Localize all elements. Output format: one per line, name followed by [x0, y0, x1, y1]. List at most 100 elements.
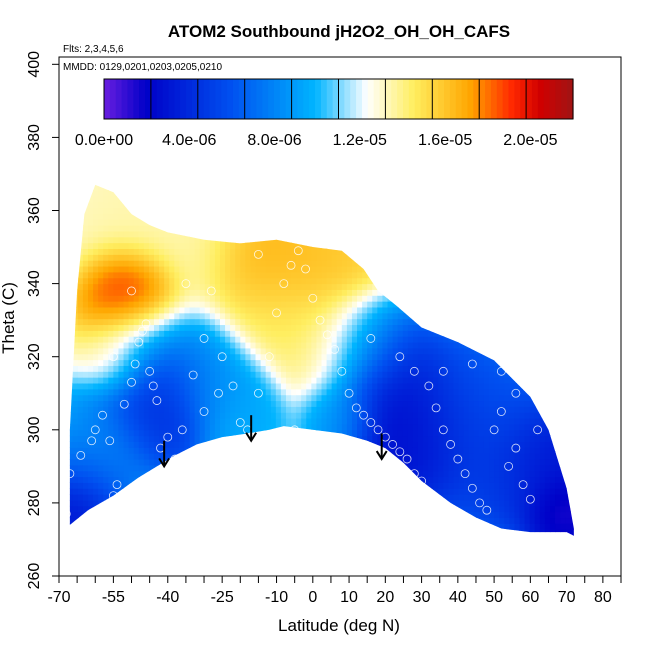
field-cell	[179, 429, 185, 437]
field-cell	[433, 295, 439, 302]
field-cell	[108, 289, 114, 296]
field-cell	[311, 213, 317, 220]
field-cell	[301, 301, 307, 308]
field-cell	[412, 388, 419, 396]
field-cell	[93, 254, 99, 261]
field-cell	[255, 447, 262, 454]
field-cell	[123, 277, 130, 285]
field-cell	[291, 464, 297, 472]
field-cell	[270, 295, 277, 302]
field-cell	[372, 283, 378, 290]
field-cell	[377, 254, 383, 261]
field-cell	[453, 517, 460, 524]
field-cell	[448, 318, 454, 326]
field-cell	[280, 388, 287, 396]
field-cell	[291, 306, 297, 314]
field-cell	[301, 353, 307, 361]
field-cell	[169, 388, 175, 396]
field-cell	[412, 201, 419, 209]
field-cell	[225, 505, 231, 513]
field-cell	[235, 318, 241, 326]
field-cell	[69, 312, 74, 320]
field-cell	[214, 295, 221, 302]
field-cell	[428, 295, 434, 302]
field-cell	[387, 266, 394, 273]
field-cell	[448, 383, 454, 390]
field-cell	[113, 464, 119, 472]
field-cell	[250, 248, 257, 255]
field-cell	[214, 330, 221, 337]
field-cell	[98, 400, 104, 407]
field-cell	[148, 324, 155, 331]
field-cell	[82, 423, 89, 431]
field-cell	[103, 406, 109, 413]
field-cell	[423, 529, 429, 536]
field-cell	[417, 195, 424, 203]
field-cell	[407, 266, 414, 273]
field-cell	[169, 435, 175, 442]
field-cell	[296, 435, 302, 442]
field-cell	[199, 459, 206, 466]
field-cell	[159, 541, 165, 547]
field-cell	[453, 283, 460, 290]
field-cell	[377, 400, 383, 407]
field-cell	[362, 459, 368, 466]
field-cell	[397, 505, 404, 513]
field-cell	[98, 254, 104, 261]
field-cell	[153, 505, 160, 513]
field-cell	[72, 441, 79, 448]
field-cell	[184, 441, 191, 448]
field-cell	[382, 412, 388, 419]
field-cell	[392, 347, 399, 355]
field-cell	[326, 429, 333, 437]
field-cell	[148, 342, 155, 349]
field-cell	[331, 464, 338, 472]
field-cell	[428, 271, 434, 279]
field-cell	[285, 213, 292, 220]
field-cell	[377, 494, 383, 501]
field-cell	[357, 494, 363, 501]
field-cell	[118, 312, 125, 320]
field-cell	[306, 423, 312, 431]
field-cell	[235, 230, 241, 238]
field-cell	[148, 207, 155, 214]
field-cell	[412, 377, 419, 384]
field-cell	[235, 412, 241, 419]
field-cell	[69, 459, 74, 466]
field-cell	[169, 406, 175, 413]
field-cell	[402, 482, 409, 489]
field-cell	[382, 406, 388, 413]
field-cell	[255, 289, 262, 296]
field-cell	[357, 394, 363, 402]
field-cell	[341, 523, 348, 530]
field-cell	[98, 266, 104, 273]
field-cell	[351, 254, 358, 261]
field-cell	[255, 219, 262, 226]
field-cell	[276, 178, 282, 184]
field-cell	[113, 184, 119, 191]
field-cell	[214, 213, 221, 220]
field-cell	[240, 447, 246, 454]
field-cell	[270, 271, 277, 279]
field-cell	[428, 260, 434, 267]
field-cell	[118, 190, 125, 197]
field-cell	[341, 289, 348, 296]
field-cell	[138, 406, 145, 413]
field-cell	[159, 190, 165, 197]
field-cell	[230, 248, 236, 255]
field-cell	[159, 330, 165, 337]
field-cell	[164, 406, 170, 413]
field-cell	[341, 435, 348, 442]
field-cell	[270, 318, 277, 326]
field-cell	[412, 418, 419, 425]
field-cell	[69, 184, 74, 191]
field-cell	[245, 248, 251, 255]
field-cell	[250, 178, 256, 184]
field-cell	[367, 371, 373, 378]
field-cell	[311, 301, 317, 308]
field-cell	[225, 306, 231, 314]
field-cell	[63, 219, 69, 225]
field-cell	[235, 283, 241, 290]
field-cell	[332, 172, 338, 178]
field-cell	[326, 306, 333, 314]
